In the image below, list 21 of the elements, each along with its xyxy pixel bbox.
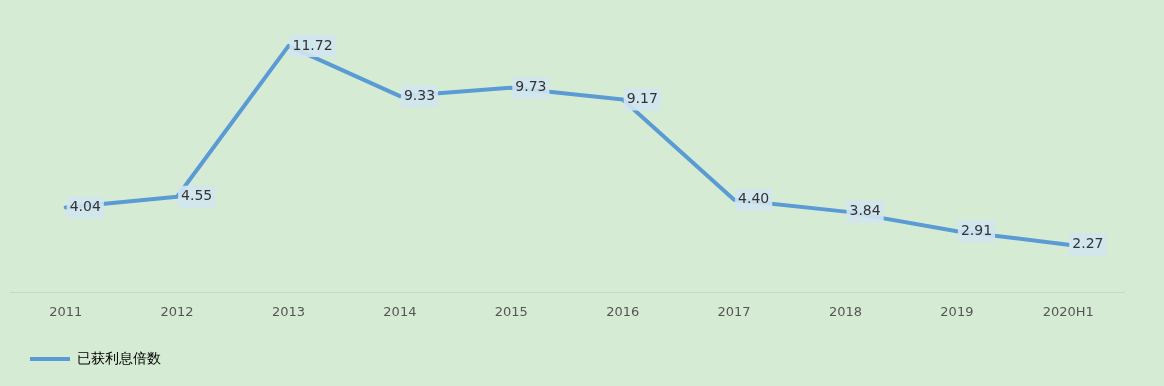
x-tick-label: 2018 bbox=[828, 303, 863, 319]
data-label: 4.04 bbox=[69, 198, 101, 215]
x-tick-label: 2015 bbox=[494, 303, 528, 319]
data-label: 2.27 bbox=[1072, 235, 1104, 252]
data-label: 9.17 bbox=[626, 90, 658, 107]
data-label: 9.33 bbox=[403, 86, 436, 103]
x-tick-label: 2016 bbox=[606, 303, 640, 319]
data-label: 4.55 bbox=[181, 187, 213, 204]
data-label: 9.73 bbox=[515, 78, 547, 95]
x-tick-label: 2011 bbox=[49, 303, 83, 319]
x-tick-label: 2017 bbox=[717, 303, 751, 319]
data-label: 2.91 bbox=[960, 221, 993, 238]
x-tick-label: 2020H1 bbox=[1042, 303, 1094, 319]
x-tick-label: 2013 bbox=[271, 303, 306, 319]
x-tick-label: 2012 bbox=[160, 303, 194, 319]
x-tick-label: 2019 bbox=[940, 303, 974, 319]
data-label: 3.84 bbox=[849, 202, 881, 219]
legend-label: 已获利息倍数 bbox=[77, 349, 161, 366]
data-label: 11.72 bbox=[292, 36, 333, 53]
x-tick-label: 2014 bbox=[383, 303, 417, 319]
data-label: 4.40 bbox=[738, 190, 770, 207]
